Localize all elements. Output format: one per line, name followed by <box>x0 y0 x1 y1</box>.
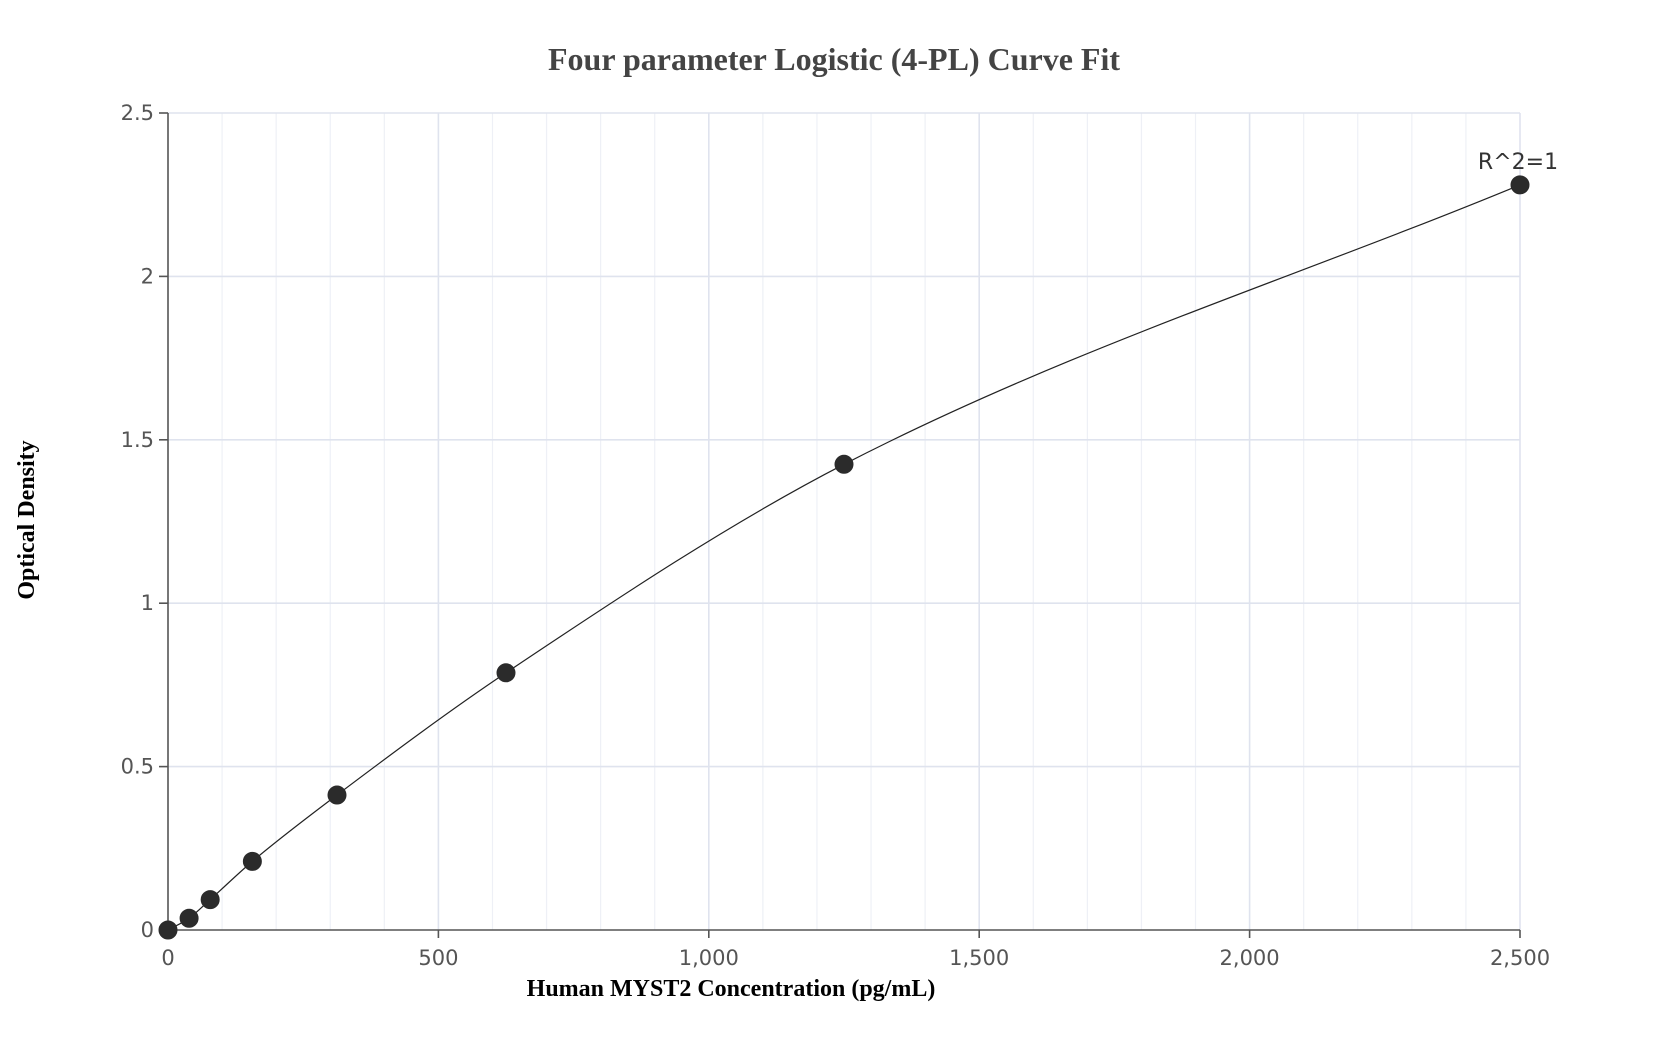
x-tick-label: 1,000 <box>679 946 739 970</box>
y-tick-label: 1 <box>141 591 154 615</box>
x-tick-label: 2,500 <box>1490 946 1550 970</box>
y-tick-label: 2 <box>141 264 154 288</box>
data-points <box>158 175 1530 940</box>
x-tick-label: 0 <box>161 946 174 970</box>
axes <box>167 113 1520 931</box>
y-tick-label: 1.5 <box>121 428 154 452</box>
r-squared-annotation: R^2=1 <box>1478 150 1558 175</box>
x-tick-label: 2,000 <box>1220 946 1280 970</box>
x-tick-label: 500 <box>418 946 458 970</box>
data-point <box>200 890 220 910</box>
tick-labels: 0 500 1,000 1,500 2,000 2,500 0 0.5 1 1.5 2 2.5 <box>121 101 1550 970</box>
x-axis-title: Human MYST2 Concentration (pg/mL) <box>527 976 936 1002</box>
x-tick-label: 1,500 <box>949 946 1009 970</box>
data-point <box>834 454 854 474</box>
y-tick-label: 0.5 <box>121 755 154 779</box>
data-point <box>1510 175 1530 195</box>
fit-curve <box>167 184 1521 931</box>
y-tick-label: 2.5 <box>121 101 154 125</box>
y-tick-label: 0 <box>141 918 154 942</box>
data-point <box>179 908 199 928</box>
data-point <box>496 663 516 683</box>
chart-title: Four parameter Logistic (4-PL) Curve Fit <box>548 41 1120 77</box>
data-point <box>242 851 262 871</box>
y-axis-title: Optical Density <box>14 440 40 599</box>
grid <box>168 112 1521 930</box>
data-point <box>158 920 178 940</box>
data-point <box>327 785 347 805</box>
